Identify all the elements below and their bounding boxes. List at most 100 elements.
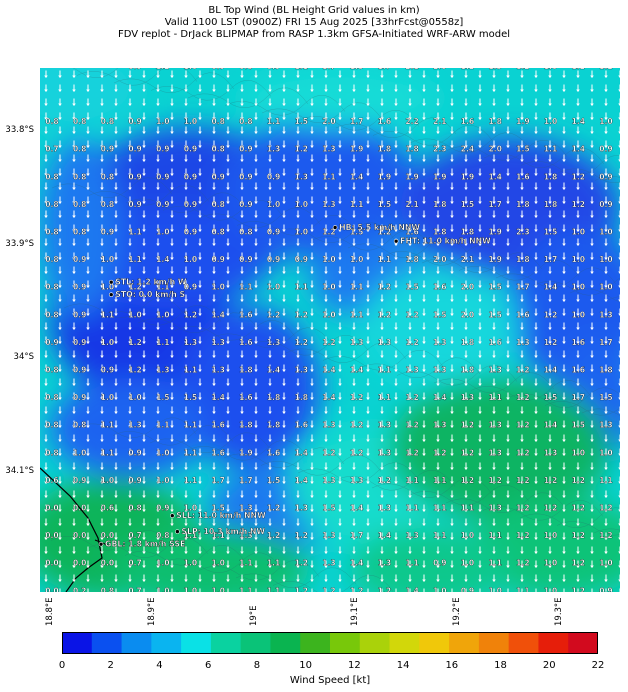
colorbar-segment [270,632,301,654]
grid-value: 1.5 [405,283,418,292]
station-fht-marker[interactable] [393,238,399,244]
grid-value: 2.0 [433,68,446,71]
grid-value: 1.3 [295,504,308,513]
grid-value: 1.0 [322,283,335,292]
grid-value: 1.3 [322,200,335,209]
grid-value: 1.6 [516,172,529,181]
grid-value: 1.2 [322,448,335,457]
colorbar-segment [508,632,539,654]
grid-value: 2.3 [433,145,446,154]
grid-value: 1.8 [516,200,529,209]
grid-value: 0.9 [211,68,224,71]
grid-value: 1.7 [572,393,585,402]
grid-value: 2.0 [433,255,446,264]
grid-value: 1.5 [516,145,529,154]
grid-value: 1.2 [571,68,584,71]
grid-value: 1.3 [322,476,335,485]
wind-map[interactable]: 0.9 1.2 1.0 0.9 0.8 0.9 1.1 1.7 1.5 1.7 2.1 2.0 1.2 1… [40,68,620,592]
grid-value: 1.5 [378,200,391,209]
grid-value: 1.0 [184,559,197,568]
grid-value: 0.9 [184,228,197,237]
grid-value: 1.0 [572,255,585,264]
grid-value: 1.1 [101,448,114,457]
grid-value: 1.1 [378,393,391,402]
grid-value: 1.3 [488,504,501,513]
grid-value: 1.0 [599,228,612,237]
grid-value: 0.8 [211,228,224,237]
grid-value: 1.0 [156,476,169,485]
station-sto-marker[interactable] [108,292,114,297]
grid-value: 1.4 [544,283,557,292]
grid-value: 1.3 [378,338,391,347]
grid-value: 1.0 [128,393,141,402]
station-hb-marker[interactable] [332,225,338,230]
grid-value: 1.2 [405,310,418,319]
grid-value: 0.9 [128,200,141,209]
grid-value: 1.7 [544,255,557,264]
grid-value: 0.8 [101,117,114,126]
grid-value: 1.6 [572,338,585,347]
grid-value: 0.7 [128,559,141,568]
grid-value: 1.3 [322,531,335,540]
grid-value: 0.8 [73,172,86,181]
grid-value: 1.6 [405,228,418,237]
grid-value: 1.6 [378,117,391,126]
grid-value: 1.8 [544,200,557,209]
station-gbl-marker[interactable] [98,541,104,547]
grid-value: 0.0 [101,531,114,540]
grid-value: 1.2 [405,448,418,457]
grid-value: 0.9 [239,255,252,264]
grid-value: 0.0 [45,586,58,592]
grid-value: 1.8 [433,200,446,209]
grid-value: 0.7 [128,531,141,540]
station-stl-marker[interactable] [108,279,114,285]
grid-value: 1.4 [544,421,557,430]
grid-value: 1.0 [544,559,557,568]
grid-value: 1.2 [572,476,585,485]
grid-value: 1.2 [599,68,612,71]
grid-value: 1.4 [295,448,308,457]
grid-value: 1.8 [461,338,474,347]
station-sll-marker[interactable] [169,513,175,518]
grid-value: 1.5 [350,68,363,71]
grid-value: 1.2 [378,283,391,292]
grid-value: 1.5 [488,310,501,319]
grid-value: 1.3 [128,421,141,430]
grid-value: 1.6 [239,310,252,319]
grid-value: 1.0 [184,68,197,71]
grid-value: 1.3 [488,421,501,430]
grid-value: 1.3 [350,476,363,485]
grid-value: 1.7 [516,283,529,292]
station-slp-marker[interactable] [175,529,180,534]
grid-value: 1.9 [405,172,418,181]
grid-value: 1.3 [405,531,418,540]
grid-value: 1.7 [211,476,224,485]
grid-value: 0.8 [45,283,58,292]
grid-value: 1.1 [211,531,224,540]
grid-value: 0.0 [73,504,86,513]
grid-value: 1.9 [378,172,391,181]
grid-value: 0.9 [267,228,280,237]
grid-value: 1.4 [295,476,308,485]
grid-value: 0.9 [184,172,197,181]
grid-value: 1.3 [184,338,197,347]
grid-value: 1.3 [378,559,391,568]
grid-value: 1.3 [488,68,501,71]
grid-value: 1.8 [267,421,280,430]
longitude-tick-label: 19.1°E [350,597,361,626]
grid-value: 1.2 [378,476,391,485]
grid-value: 0.9 [128,476,141,485]
latitude-tick-label: 34°S [13,352,34,363]
grid-value: 1.1 [128,255,141,264]
grid-value: 1.0 [544,586,557,592]
grid-value: 1.2 [461,448,474,457]
grid-value: 1.1 [294,68,307,71]
colorbar-tick-label: 6 [204,660,212,671]
grid-value: 0.9 [73,366,86,375]
grid-value: 0.0 [45,531,58,540]
grid-value: 1.9 [488,228,501,237]
grid-value: 1.3 [378,504,391,513]
grid-value: 1.2 [516,366,529,375]
grid-value: 0.9 [599,145,612,154]
grid-value: 1.2 [572,586,585,592]
